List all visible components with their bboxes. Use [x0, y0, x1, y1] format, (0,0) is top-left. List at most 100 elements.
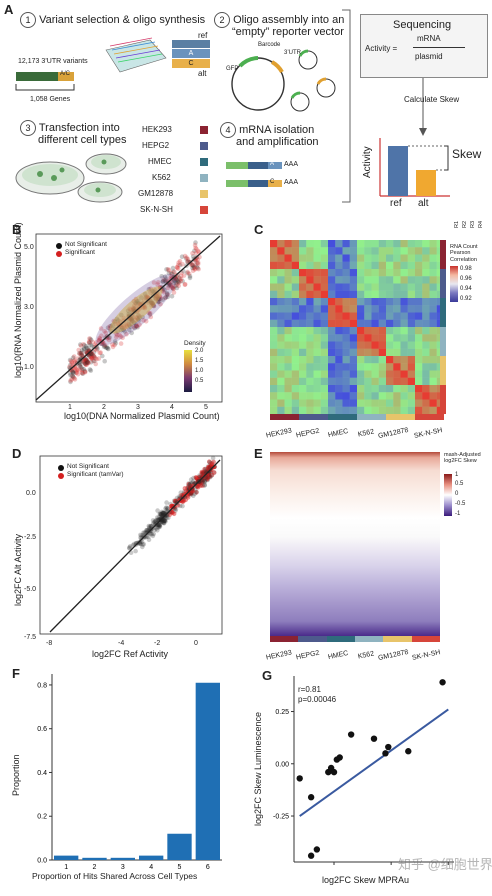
- heatmap-cell: [306, 319, 314, 328]
- heatmap-cell: [270, 269, 278, 277]
- scatter-point: [169, 271, 175, 277]
- heatmap-cell: [306, 406, 314, 415]
- heatmap-cell: [284, 363, 292, 371]
- heatmap-cell: [335, 319, 343, 328]
- fraction-bar: [413, 47, 465, 48]
- heatmap-cell: [270, 305, 278, 313]
- scatter-point: [117, 332, 122, 338]
- heatmap-cell: [357, 276, 365, 284]
- heatmap-cell: [422, 261, 430, 270]
- scatter-point: [151, 525, 157, 530]
- heatmap-cell: [415, 261, 423, 270]
- heatmap-cell: [393, 261, 401, 270]
- heatmap-cell: [393, 319, 401, 328]
- heatmap-cell: [328, 385, 336, 393]
- scatter-point: [174, 264, 180, 270]
- rep-r4: R4: [478, 220, 484, 228]
- scatter-point: [79, 350, 85, 356]
- heatmap-cell: [400, 247, 408, 255]
- heatmap-cell: [357, 406, 365, 415]
- heatmap-cell: [429, 305, 437, 313]
- scatter-point: [77, 363, 82, 368]
- skew-alt-label: alt: [418, 198, 429, 209]
- scatter-point: [175, 281, 180, 287]
- scatter-point: [173, 280, 179, 285]
- heatmap-cell: [371, 319, 379, 328]
- scatter-point: [88, 354, 93, 360]
- scatter-point: [161, 518, 167, 523]
- heatmap-cell: [299, 261, 307, 270]
- heatmap-cell: [364, 276, 372, 284]
- heatmap-cell: [284, 283, 292, 291]
- heatmap-cell: [378, 254, 387, 262]
- heatmap-cell: [306, 254, 314, 262]
- heatmap-cell: [277, 406, 285, 415]
- heatmap-cell: [277, 319, 285, 328]
- heatmap-cell: [328, 319, 336, 328]
- heatmap-cell: [371, 283, 379, 291]
- scatter-point: [190, 486, 195, 492]
- scatter-point: [99, 333, 104, 338]
- scatter-point: [160, 510, 166, 516]
- heatmap-cell: [320, 327, 329, 335]
- heatmap-cell: [270, 377, 278, 386]
- heatmap-cell: [429, 283, 437, 291]
- scatter-point: [72, 364, 77, 370]
- heatmap-cell: [364, 298, 372, 306]
- scatter-point: [142, 530, 147, 535]
- scatter-point: [83, 357, 89, 363]
- heatmap-cell: [393, 356, 401, 364]
- ref-bar: [172, 40, 210, 48]
- heatmap-cell: [349, 399, 358, 407]
- heatmap-cell: [277, 385, 285, 393]
- heatmap-cell: [407, 399, 416, 407]
- heatmap-cell: [371, 356, 379, 364]
- heatmap-cell: [386, 269, 394, 277]
- heatmap-cell: [306, 385, 314, 393]
- swatch-hmec: [200, 158, 208, 166]
- scatter-point: [82, 360, 87, 366]
- scatter-point: [105, 325, 111, 330]
- scatter-point: [210, 455, 216, 461]
- density-tick-05: 0.5: [195, 378, 204, 384]
- bracket-line: [342, 9, 351, 203]
- heatmap-cell: [371, 305, 379, 313]
- scatter-point: [156, 515, 162, 520]
- c-tick-096: 0.96: [460, 276, 472, 282]
- scatter-point: [86, 340, 92, 345]
- heatmap-cell: [371, 269, 379, 277]
- scatter-point: [82, 368, 88, 374]
- heatmap-cell: [400, 240, 408, 248]
- scatter-point: [157, 524, 163, 529]
- heatmap-cell: [400, 327, 408, 335]
- heatmap-cell: [349, 406, 358, 415]
- heatmap-cell: [320, 261, 329, 270]
- scatter-point: [188, 262, 194, 268]
- heatmap-cell: [313, 377, 321, 386]
- heatmap-cell: [393, 370, 401, 378]
- step-3-text: Transfection into: [38, 122, 120, 134]
- heatmap-cell: [270, 240, 278, 248]
- panel-a-label: A: [4, 2, 14, 17]
- heatmap-cell: [371, 377, 379, 386]
- step-4-text: mRNA isolation: [239, 124, 315, 136]
- scatter-point: [182, 253, 188, 259]
- heatmap-cell: [378, 298, 387, 306]
- c-xlabel-gm12878: GM12878: [377, 426, 410, 441]
- scatter-point: [78, 362, 83, 367]
- heatmap-cell: [335, 334, 343, 342]
- heatmap-cell: [349, 269, 358, 277]
- scatter-point: [175, 278, 181, 284]
- c-xlabel-hek293: HEK293: [265, 427, 293, 440]
- scatter-point: [93, 361, 98, 367]
- scatter-point: [132, 325, 138, 331]
- scatter-point: [159, 274, 164, 279]
- heatmap-cell: [291, 327, 300, 335]
- f-bar: [110, 857, 135, 860]
- panel-b-plot: [35, 233, 223, 403]
- scatter-point: [79, 367, 85, 373]
- heatmap-cell: [335, 370, 343, 378]
- heatmap-cell: [393, 240, 401, 248]
- heatmap-cell: [349, 254, 358, 262]
- heatmap-cell: [342, 312, 350, 320]
